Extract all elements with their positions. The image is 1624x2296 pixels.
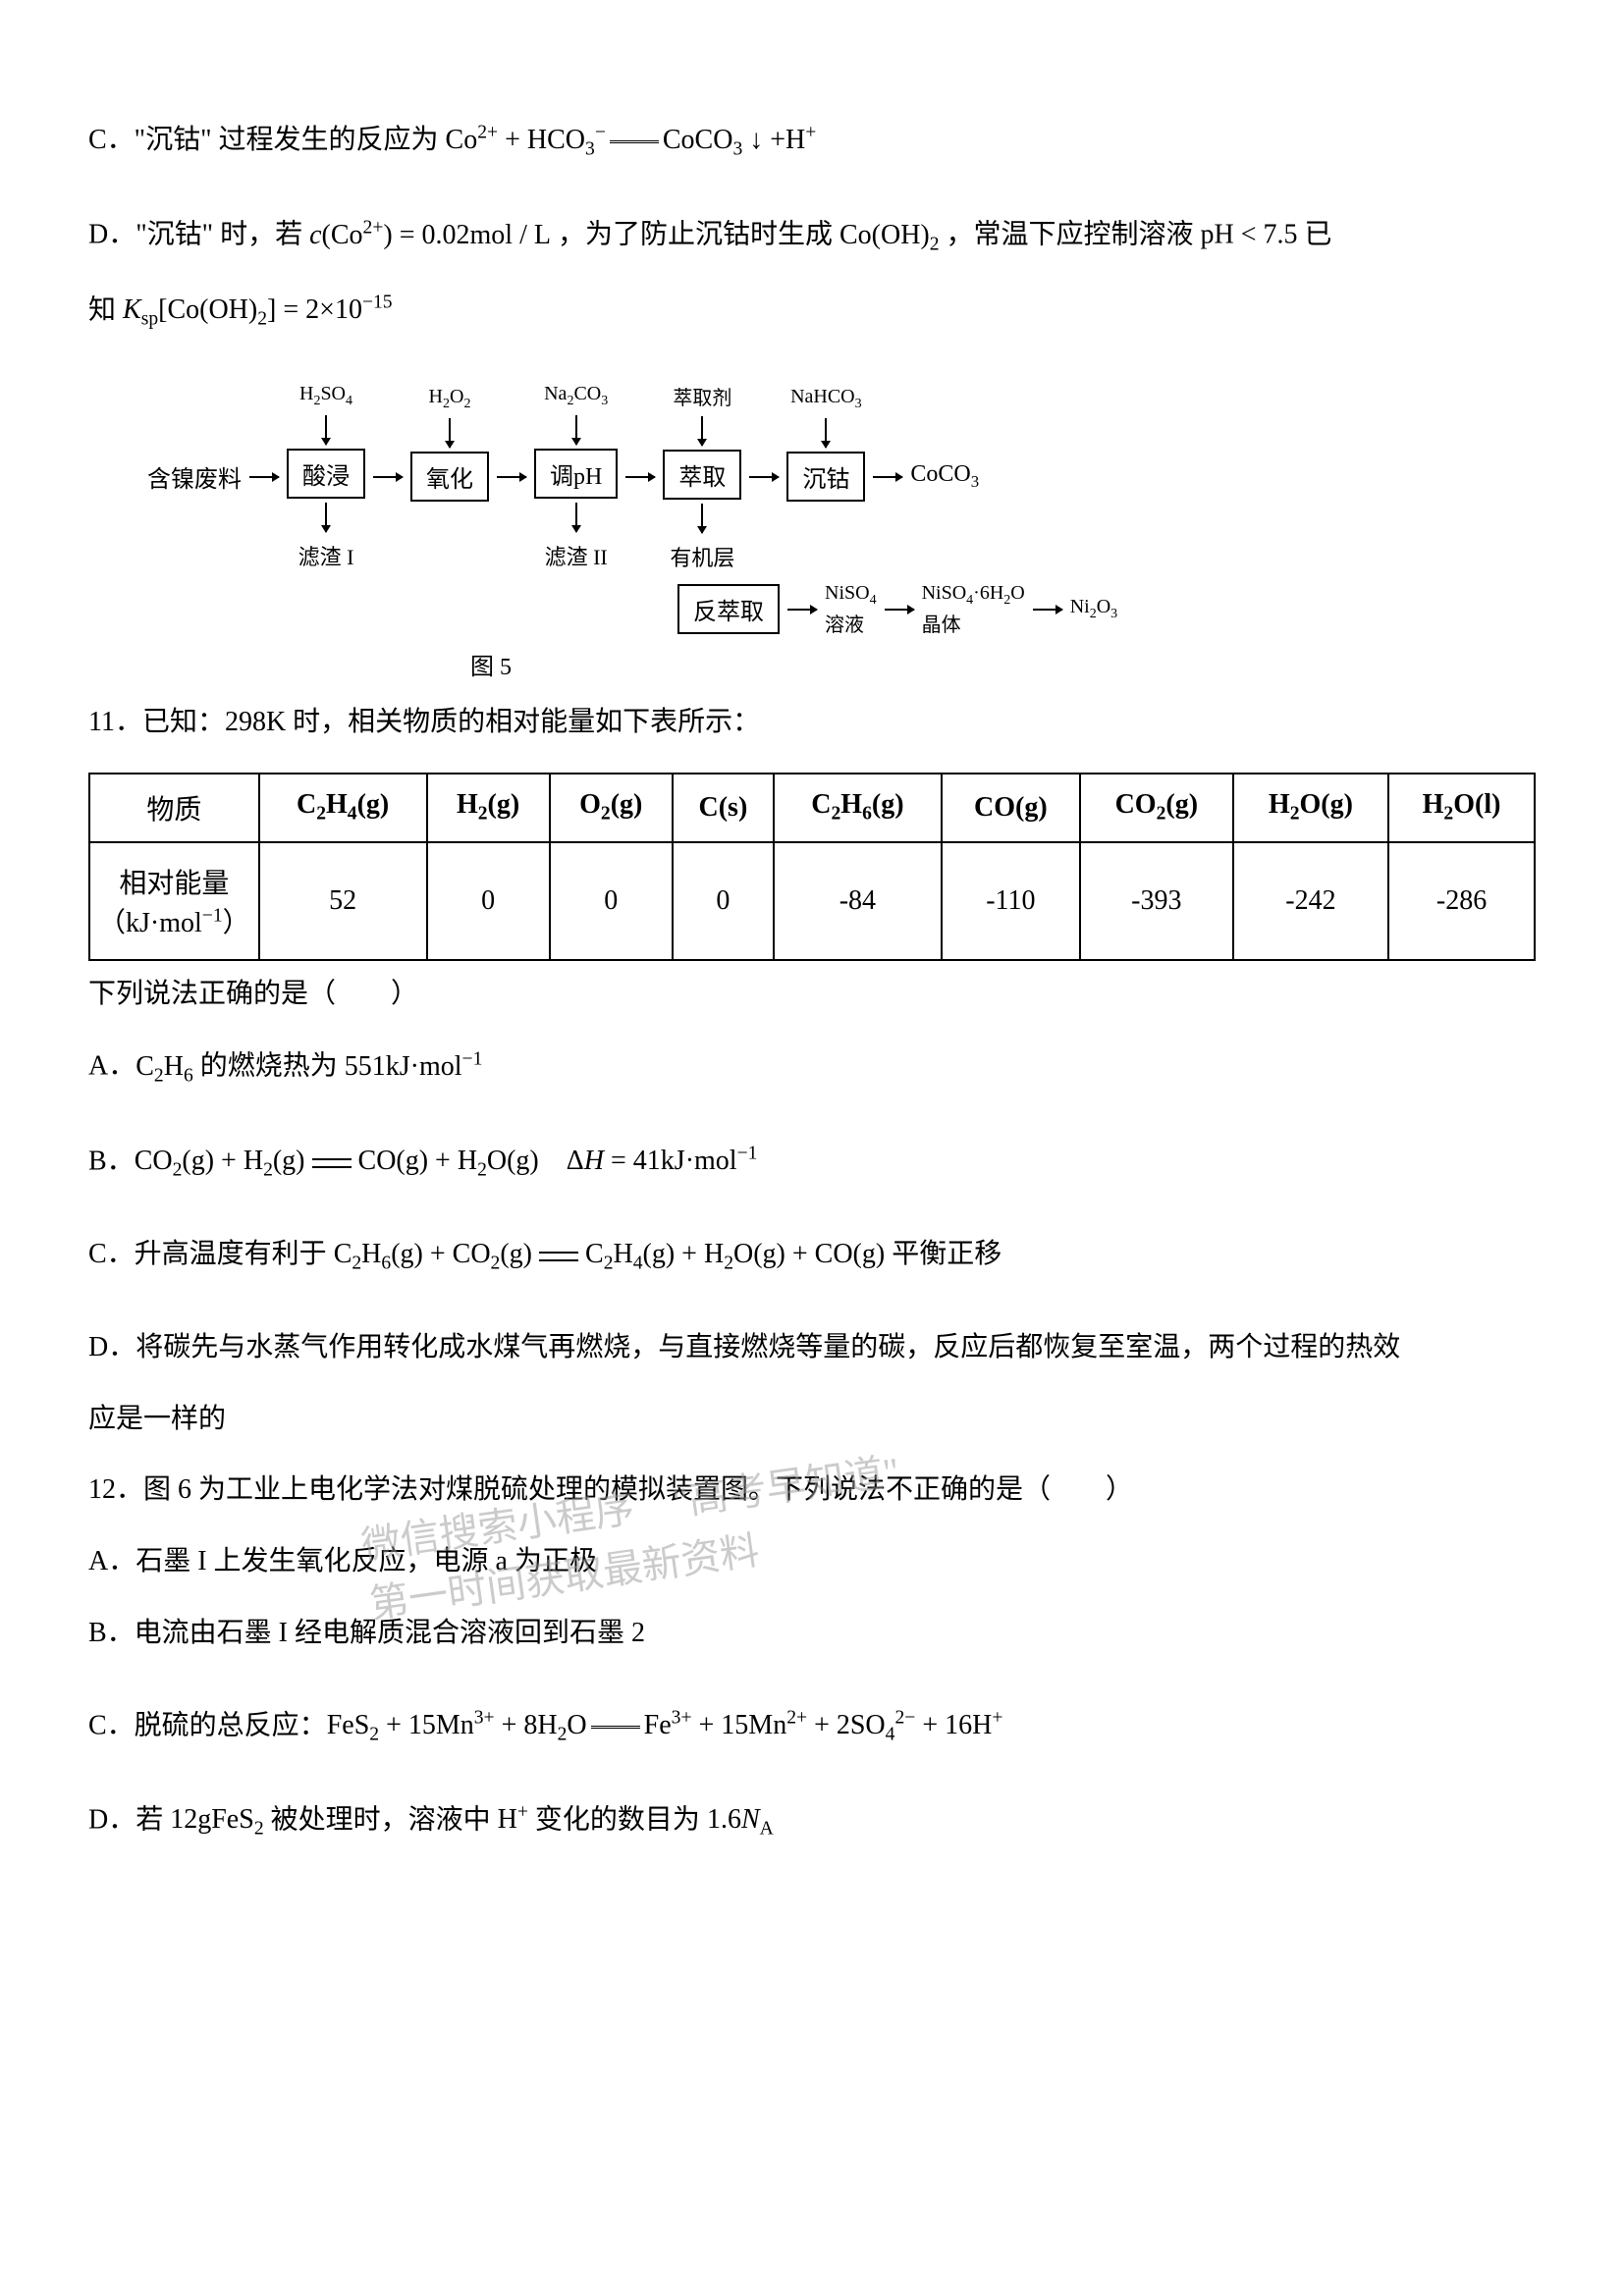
box-1: 氧化 (410, 452, 489, 502)
below-3: 有机层 (670, 541, 734, 572)
q11-stem: 11．已知：298K 时，相关物质的相对能量如下表所示： (88, 701, 1536, 745)
process-diagram: 含镍废料 H2SO4 酸浸 滤渣 I H2O2 氧化 Na2CO3 调pH 滤渣… (147, 382, 1536, 681)
below-2: 滤渣 II (545, 540, 608, 571)
table-cell: -110 (942, 842, 1080, 960)
below-0: 滤渣 I (298, 540, 354, 571)
row2-box: 反萃取 (677, 584, 780, 634)
table-header: C(s) (673, 774, 774, 842)
q11-option-c: C．升高温度有利于 C2H6(g) + CO2(g) C2H4(g) + H2O… (88, 1233, 1536, 1279)
diagram-end1: CoCO3 (910, 461, 979, 492)
table-cell: 0 (673, 842, 774, 960)
table-header: H2O(l) (1388, 774, 1535, 842)
option-c-text: C．"沉钴" 过程发生的反应为 Co2+ + HCO3−CoCO3 ↓ +H+ (88, 125, 816, 155)
table-cell: -84 (774, 842, 942, 960)
q12-option-d: D．若 12gFeS2 被处理时，溶液中 H+ 变化的数目为 1.6NA (88, 1797, 1536, 1844)
table-header: C2H6(g) (774, 774, 942, 842)
box-4: 沉钴 (786, 452, 865, 502)
row2-item-1: NiSO4·6H2O晶体 (922, 582, 1025, 637)
row2-item-2: Ni2O3 (1070, 596, 1117, 622)
reagent-4: NaHCO3 (790, 386, 862, 412)
table-header: O2(g) (550, 774, 673, 842)
q11-option-d-line2: 应是一样的 (88, 1398, 1536, 1442)
diagram-caption: 图 5 (147, 647, 835, 681)
table-header: CO2(g) (1080, 774, 1233, 842)
reagent-0: H2SO4 (299, 383, 352, 409)
q11-option-d-line1: D．将碳先与水蒸气作用转化成水煤气再燃烧，与直接燃烧等量的碳，反应后都恢复至室温… (88, 1326, 1536, 1370)
q11-prompt: 下列说法正确的是（ ） (88, 973, 1536, 1017)
table-cell: -242 (1233, 842, 1388, 960)
table-header: H2O(g) (1233, 774, 1388, 842)
q12-option-a: A．石墨 I 上发生氧化反应，电源 a 为正极 (88, 1540, 1536, 1584)
q12-option-b: B．电流由石墨 I 经电解质混合溶液回到石墨 2 (88, 1612, 1536, 1656)
option-d-line2: 知 Ksp[Co(OH)2] = 2×10−15 (88, 288, 1536, 335)
table-header-label: 物质 (89, 774, 259, 842)
table-header: CO(g) (942, 774, 1080, 842)
table-row: 相对能量（kJ·mol−1） 52 0 0 0 -84 -110 -393 -2… (89, 842, 1535, 960)
table-cell: 0 (427, 842, 550, 960)
box-0: 酸浸 (287, 449, 365, 499)
option-c: C．"沉钴" 过程发生的反应为 Co2+ + HCO3−CoCO3 ↓ +H+ (88, 118, 1536, 165)
box-3: 萃取 (663, 450, 741, 500)
reagent-2: Na2CO3 (544, 383, 608, 409)
option-d-line1: D．"沉钴" 时，若 c(Co2+) = 0.02mol / L ，为了防止沉钴… (88, 212, 1536, 259)
table-cell: 0 (550, 842, 673, 960)
table-header: C2H4(g) (259, 774, 427, 842)
q12-stem: 12．图 6 为工业上电化学法对煤脱硫处理的模拟装置图。下列说法不正确的是（ ） (88, 1468, 1536, 1513)
diagram-row2: 反萃取 NiSO4溶液 NiSO4·6H2O晶体 Ni2O3 (677, 582, 1536, 637)
q11-option-a: A．C2H6 的燃烧热为 551kJ·mol−1 (88, 1043, 1536, 1091)
box-2: 调pH (534, 449, 618, 499)
table-row: 物质 C2H4(g) H2(g) O2(g) C(s) C2H6(g) CO(g… (89, 774, 1535, 842)
diagram-start: 含镍废料 (147, 459, 242, 494)
table-cell: -286 (1388, 842, 1535, 960)
q11-option-b: B．CO2(g) + H2(g) CO(g) + H2O(g) ΔH = 41k… (88, 1139, 1536, 1186)
table-row-label: 相对能量（kJ·mol−1） (89, 842, 259, 960)
table-cell: -393 (1080, 842, 1233, 960)
table-header: H2(g) (427, 774, 550, 842)
table-cell: 52 (259, 842, 427, 960)
diagram-row1: 含镍废料 H2SO4 酸浸 滤渣 I H2O2 氧化 Na2CO3 调pH 滤渣… (147, 382, 1536, 572)
reagent-3: 萃取剂 (673, 382, 731, 410)
energy-table: 物质 C2H4(g) H2(g) O2(g) C(s) C2H6(g) CO(g… (88, 773, 1536, 961)
row2-item-0: NiSO4溶液 (825, 582, 877, 637)
reagent-1: H2O2 (429, 386, 471, 412)
q12-option-c: C．脱硫的总反应：FeS2 + 15Mn3+ + 8H2OFe3+ + 15Mn… (88, 1703, 1536, 1750)
